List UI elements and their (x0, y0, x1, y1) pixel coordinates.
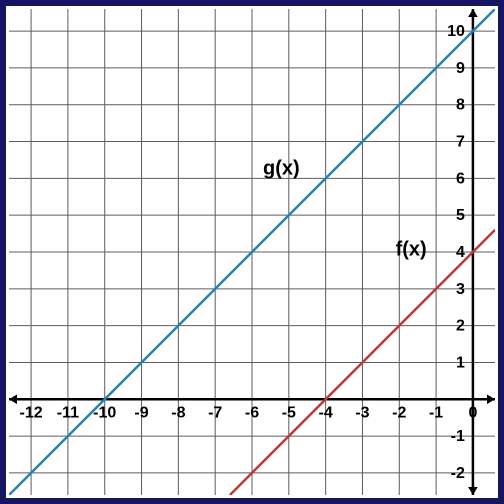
y-tick-label: -1 (451, 428, 465, 445)
y-tick-label: 6 (456, 170, 465, 187)
y-tick-label: 10 (447, 23, 465, 40)
x-tick-label: 0 (468, 404, 477, 421)
y-tick-label: 5 (456, 207, 465, 224)
x-tick-label: -9 (134, 404, 148, 421)
y-tick-label: 3 (456, 281, 465, 298)
y-tick-label: 9 (456, 60, 465, 77)
x-tick-label: -4 (319, 404, 333, 421)
x-tick-label: -2 (392, 404, 406, 421)
coordinate-plane-chart: -12-11-10-9-8-7-6-5-4-3-2-10-2-112345678… (0, 0, 504, 504)
y-tick-label: 4 (456, 244, 465, 261)
series-label-f(x): f(x) (396, 239, 427, 261)
x-tick-label: -3 (355, 404, 369, 421)
x-tick-label: -6 (245, 404, 259, 421)
x-tick-label: -10 (93, 404, 116, 421)
x-tick-label: -8 (171, 404, 185, 421)
x-tick-label: -1 (429, 404, 443, 421)
x-tick-label: -12 (20, 404, 43, 421)
y-tick-label: 7 (456, 134, 465, 151)
y-tick-label: 8 (456, 97, 465, 114)
y-tick-label: -2 (451, 465, 465, 482)
series-label-g(x): g(x) (263, 158, 300, 180)
x-tick-label: -7 (208, 404, 222, 421)
y-tick-label: 1 (456, 354, 465, 371)
y-tick-label: 2 (456, 318, 465, 335)
x-tick-label: -5 (282, 404, 296, 421)
x-tick-label: -11 (57, 404, 79, 421)
